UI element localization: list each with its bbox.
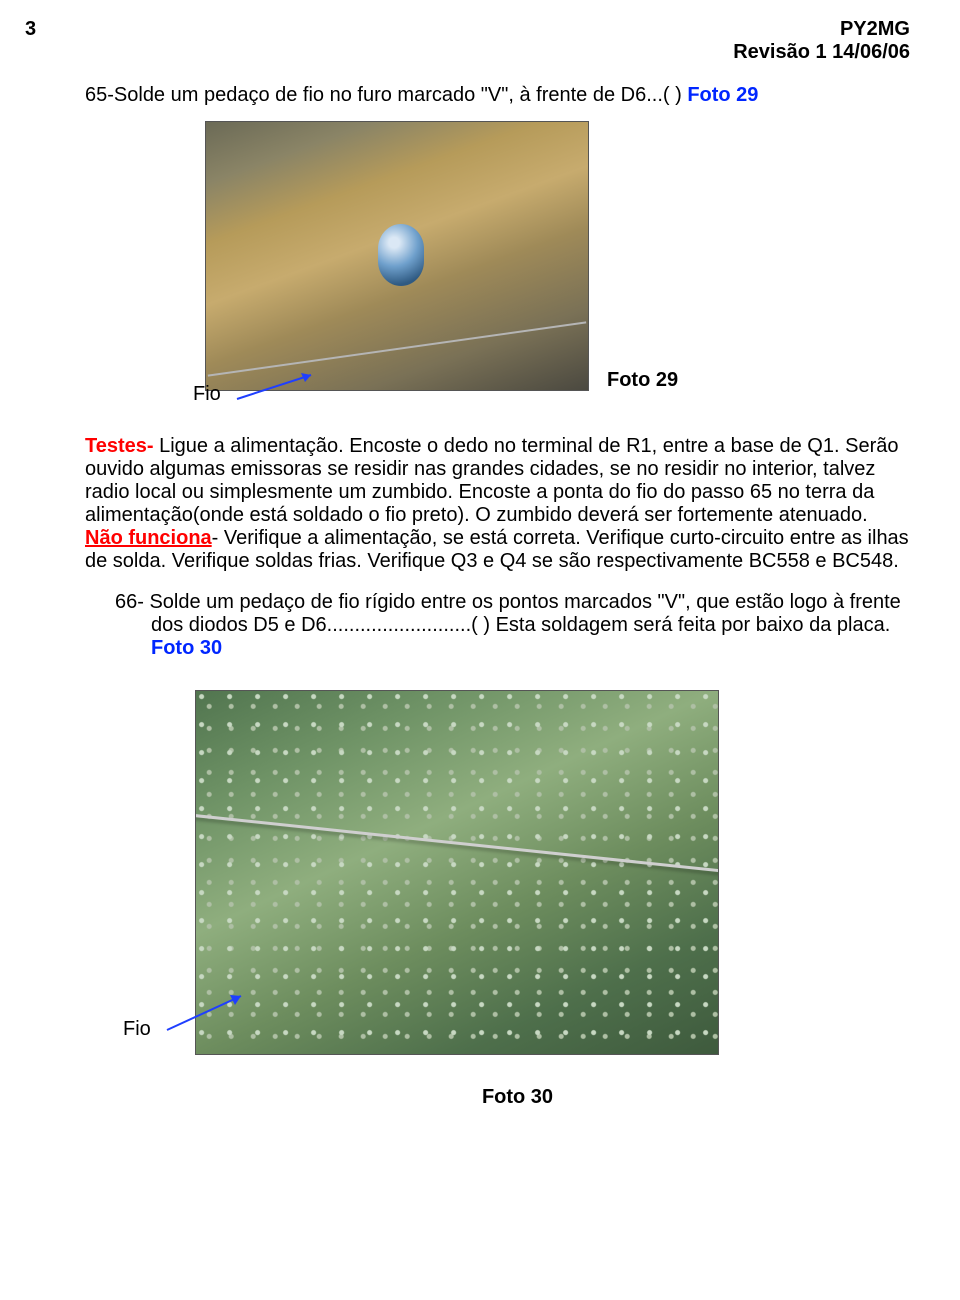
- tests-body-1: Ligue a alimentação. Encoste o dedo no t…: [85, 435, 898, 526]
- arrow-icon: [163, 990, 249, 1034]
- step-66: 66- Solde um pedaço de fio rígido entre …: [115, 591, 910, 660]
- page-number: 3: [25, 18, 36, 41]
- photo-30-block: Fio: [195, 690, 910, 1068]
- tests-paragraph: Testes- Ligue a alimentação. Encoste o d…: [85, 435, 910, 573]
- header-callsign: PY2MG: [733, 18, 910, 41]
- photo-29-block: Fio Foto 29: [205, 121, 910, 421]
- step65-paren-close: ): [675, 84, 687, 106]
- step65-photo-ref: Foto 29: [687, 84, 758, 106]
- step66-line2: dos diodos D5 e D6......................…: [151, 614, 910, 637]
- header-revision: Revisão 1 14/06/06: [733, 41, 910, 64]
- page-header: 3 PY2MG Revisão 1 14/06/06: [85, 18, 910, 74]
- photo-30-image: [195, 690, 719, 1055]
- step66-photo-ref: Foto 30: [151, 637, 910, 660]
- step-65: 65-Solde um pedaço de fio no furo marcad…: [85, 84, 910, 107]
- step65-text: 65-Solde um pedaço de fio no furo marcad…: [85, 84, 675, 106]
- fio-label-2: Fio: [123, 1018, 151, 1041]
- header-right: PY2MG Revisão 1 14/06/06: [733, 18, 910, 64]
- photo-29-caption: Foto 29: [607, 369, 678, 392]
- nao-funciona-label: Não funciona: [85, 527, 212, 549]
- arrow-icon: [233, 369, 319, 403]
- fio-label-1: Fio: [193, 383, 221, 406]
- photo-30-caption: Foto 30: [125, 1086, 910, 1109]
- photo-29-image: [205, 121, 589, 391]
- tests-title: Testes-: [85, 435, 154, 457]
- step66-line1: 66- Solde um pedaço de fio rígido entre …: [115, 591, 910, 614]
